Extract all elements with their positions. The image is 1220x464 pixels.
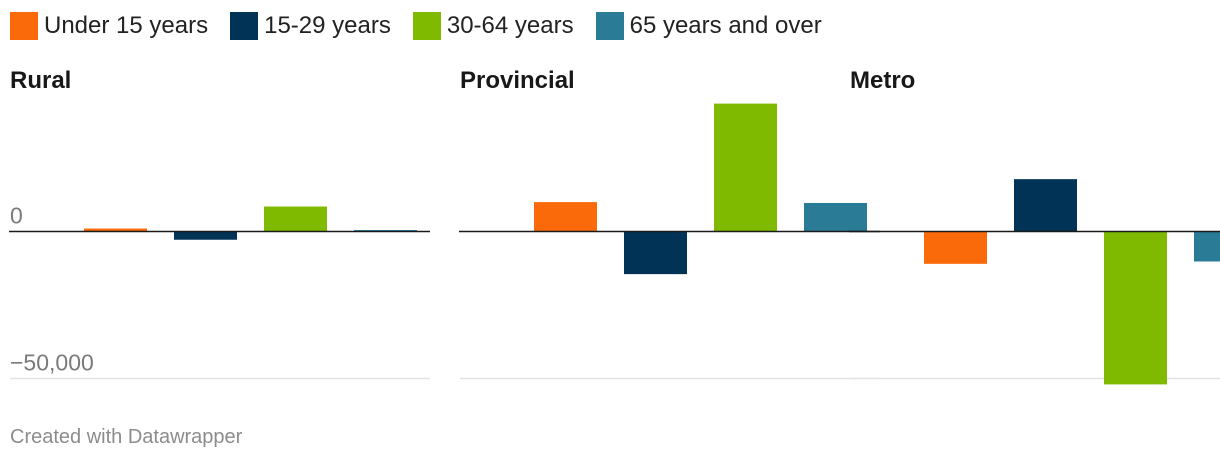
y-tick-label-minus-50000: −50,000 bbox=[10, 350, 94, 376]
bar-provincial-under-15-years bbox=[534, 202, 597, 232]
legend-item-15-29: 15-29 years bbox=[230, 11, 391, 41]
panel-title-provincial: Provincial bbox=[460, 67, 575, 94]
bar-rural-under-15-years bbox=[84, 228, 147, 232]
datawrapper-credit: Created with Datawrapper bbox=[10, 426, 243, 448]
bar-metro-65-years-and-over bbox=[1194, 231, 1220, 262]
legend-swatch-65-over bbox=[595, 12, 624, 40]
legend-label-15-29: 15-29 years bbox=[264, 12, 391, 39]
y-tick-label-zero: 0 bbox=[10, 203, 23, 229]
panel-title-rural: Rural bbox=[10, 67, 71, 94]
bar-metro-15-29-years bbox=[1014, 179, 1077, 232]
legend-swatch-15-29 bbox=[230, 12, 259, 40]
bar-provincial-15-29-years bbox=[624, 231, 687, 275]
legend-swatch-under-15 bbox=[10, 12, 38, 40]
bar-rural-15-29-years bbox=[174, 231, 237, 240]
bar-metro-under-15-years bbox=[924, 231, 987, 264]
bar-metro-30-64-years bbox=[1104, 231, 1167, 385]
legend-label-30-64: 30-64 years bbox=[446, 12, 574, 39]
legend-label-under-15: Under 15 years bbox=[44, 12, 209, 39]
legend-swatch-30-64 bbox=[412, 12, 441, 40]
legend-item-under-15: Under 15 years bbox=[10, 11, 208, 41]
bar-rural-30-64-years bbox=[264, 206, 327, 232]
legend-item-30-64: 30-64 years bbox=[412, 11, 574, 41]
legend-label-65-over: 65 years and over bbox=[629, 12, 822, 39]
bar-provincial-65-years-and-over bbox=[804, 202, 867, 232]
panel-title-metro: Metro bbox=[850, 67, 915, 94]
legend-item-65-over: 65 years and over bbox=[595, 11, 822, 41]
legend: Under 15 years 15-29 years 30-64 years 6… bbox=[10, 11, 822, 41]
bar-provincial-30-64-years bbox=[714, 103, 777, 232]
